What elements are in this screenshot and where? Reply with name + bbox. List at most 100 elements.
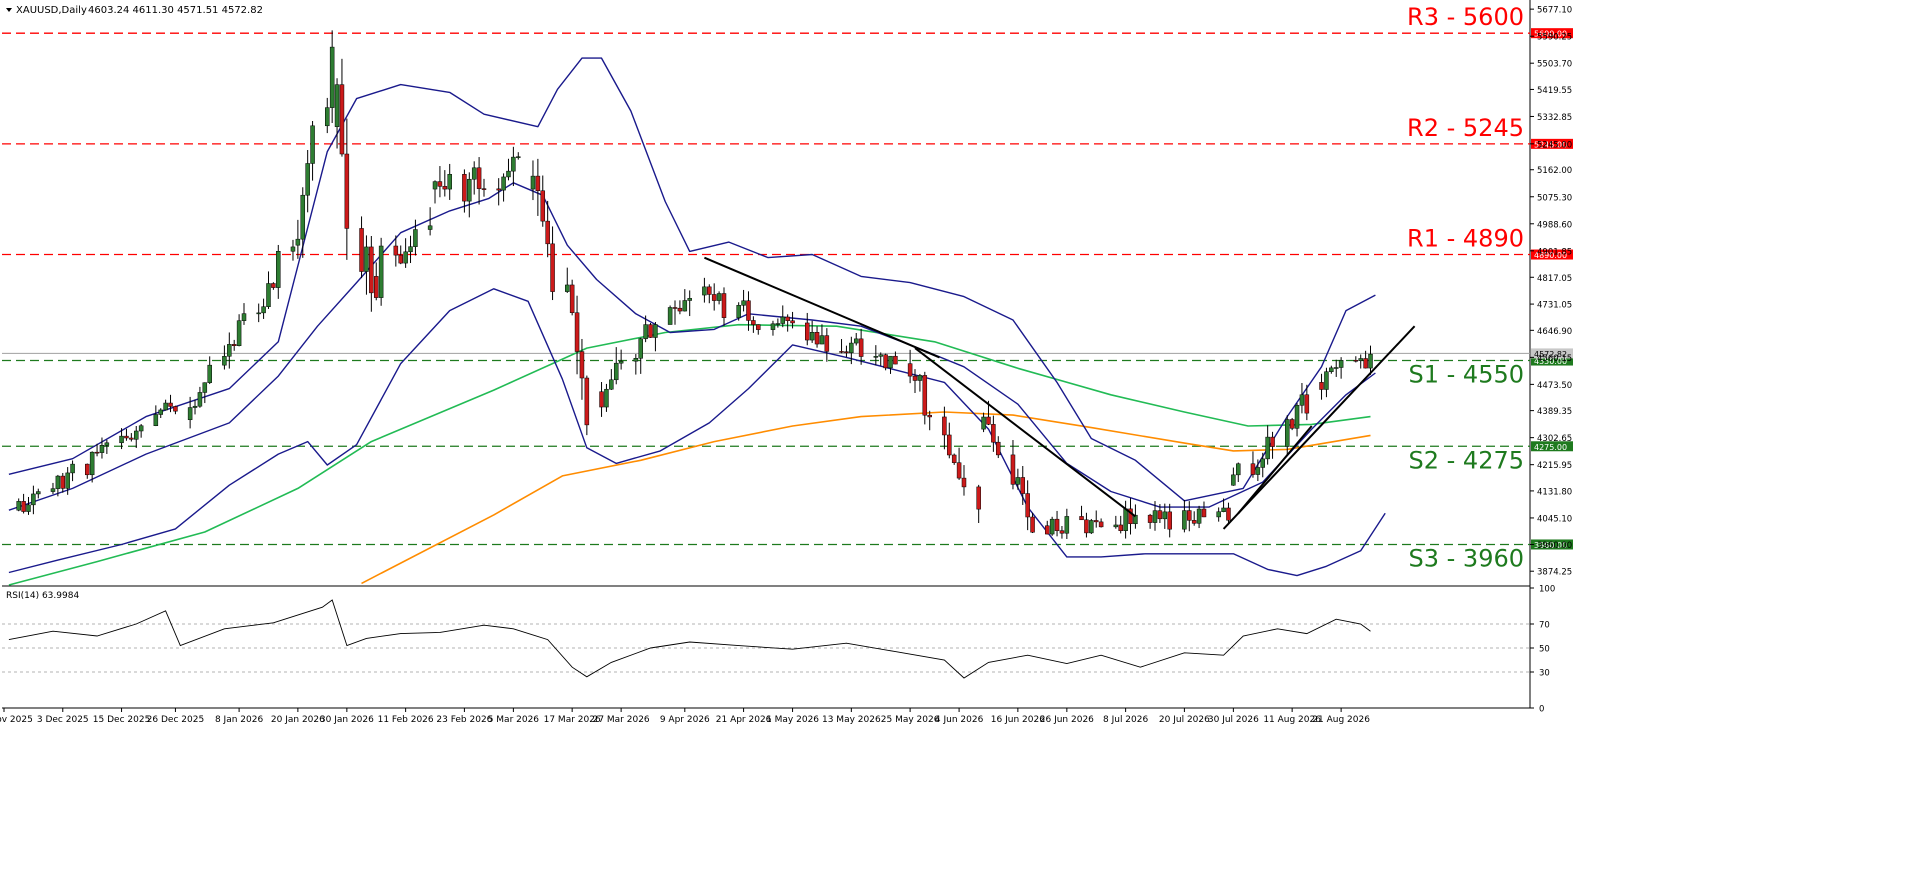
candle-body: [1196, 508, 1202, 524]
candle-body: [467, 178, 472, 202]
candle-body: [805, 322, 810, 341]
candle-body: [785, 316, 790, 321]
candle-body: [1010, 454, 1016, 485]
candle-body: [981, 416, 986, 430]
candle-body: [1093, 520, 1099, 523]
candle-body: [403, 251, 408, 264]
candle-body: [202, 382, 208, 393]
candle-body: [378, 245, 384, 298]
candle-body: [1162, 511, 1168, 520]
candle-body: [1015, 477, 1021, 485]
candle-body: [1358, 358, 1363, 361]
candle-body: [1113, 524, 1119, 528]
time-tick-label: 26 Jun 2026: [1040, 715, 1094, 725]
time-tick-label: 4 Jun 2026: [935, 715, 984, 725]
candle-body: [736, 305, 741, 318]
candle-body: [1299, 394, 1305, 406]
candle-body: [339, 84, 345, 155]
candle-body: [633, 358, 639, 362]
candle-body: [618, 360, 624, 364]
current-price-tag: [1531, 348, 1573, 359]
candle-body: [1284, 419, 1290, 447]
candle-body: [334, 84, 340, 127]
trendline: [704, 256, 940, 359]
candle-body: [173, 406, 178, 412]
candle-body: [951, 454, 957, 463]
candle-body: [447, 174, 452, 190]
trendline: [1237, 425, 1313, 514]
candle-body: [961, 477, 967, 488]
time-tick-label: 30 Jan 2026: [320, 715, 374, 725]
candle-body: [55, 475, 61, 489]
price-tick-label: 3960.00: [1537, 541, 1572, 551]
rsi-tick-label: 70: [1539, 621, 1550, 631]
rsi-line: [8, 599, 1371, 679]
candle-body: [163, 402, 168, 411]
candle-body: [1157, 510, 1163, 520]
candle-body: [707, 286, 712, 295]
candle-body: [300, 194, 306, 240]
candle-body: [824, 335, 830, 352]
candle-body: [1030, 516, 1035, 533]
level-price-tag-text: 5245.00: [1534, 140, 1567, 149]
ohlc-header: 4603.24 4611.30 4571.51 4572.82: [88, 5, 263, 16]
candle-body: [853, 338, 859, 344]
support-resistance-levels: R3 - 5600 5600.00 R2 - 5245 5245.00 R1 - 489…: [2, 3, 1573, 572]
time-tick-label: 17 Mar 2026: [544, 715, 601, 725]
candle-body: [609, 379, 614, 390]
price-tick-label: 4560.15: [1537, 354, 1572, 364]
candle-body: [613, 362, 619, 381]
candle-body: [1226, 507, 1231, 521]
candle-body: [1250, 463, 1256, 475]
candle-body: [648, 324, 653, 338]
candle-body: [1098, 521, 1104, 528]
candle-body: [1270, 436, 1275, 447]
candle-body: [584, 377, 590, 426]
candle-body: [1152, 510, 1158, 523]
candle-body: [344, 153, 350, 229]
candle-body: [373, 276, 379, 298]
candle-body: [1147, 514, 1153, 523]
trendline: [914, 347, 1137, 518]
candle-body: [986, 416, 991, 425]
candle-body: [574, 312, 580, 352]
price-tick-label: 4131.80: [1537, 487, 1572, 497]
candle-body: [751, 320, 756, 325]
candle-body: [996, 441, 1001, 456]
candle-body: [222, 356, 227, 366]
candle-body: [1123, 508, 1128, 531]
candle-body: [545, 220, 550, 245]
candle-body: [599, 391, 604, 408]
candle-body: [398, 254, 403, 264]
candle-body: [1054, 518, 1060, 531]
price-tick-label: 5075.30: [1537, 193, 1572, 203]
candle-body: [1353, 360, 1359, 362]
candle-body: [1289, 419, 1295, 429]
candle-body: [310, 125, 315, 164]
candle-body: [790, 320, 795, 324]
candle-body: [442, 186, 448, 190]
candle-body: [711, 294, 717, 301]
candle-body: [36, 491, 41, 495]
chart-header: XAUUSD,Daily 4603.24 4611.30 4571.51 457…: [6, 5, 263, 16]
candle-body: [129, 437, 134, 440]
time-tick-label: 9 Apr 2026: [660, 715, 710, 725]
candle-body: [359, 228, 364, 272]
candle-body: [60, 475, 66, 489]
candle-body: [677, 307, 683, 312]
time-tick-label: 21 Aug 2026: [1312, 715, 1370, 725]
candle-body: [702, 286, 707, 296]
candle-body: [408, 246, 413, 253]
candle-body: [16, 501, 21, 511]
candle-body: [653, 324, 658, 338]
level-label: S2 - 4275: [1409, 446, 1525, 474]
candle-body: [70, 463, 75, 474]
dropdown-triangle-icon[interactable]: [6, 8, 12, 12]
candle-body: [912, 375, 918, 381]
candle-body: [1265, 436, 1270, 460]
price-tick-label: 4988.60: [1537, 220, 1572, 230]
rsi-label: RSI(14) 63.9984: [6, 591, 79, 601]
